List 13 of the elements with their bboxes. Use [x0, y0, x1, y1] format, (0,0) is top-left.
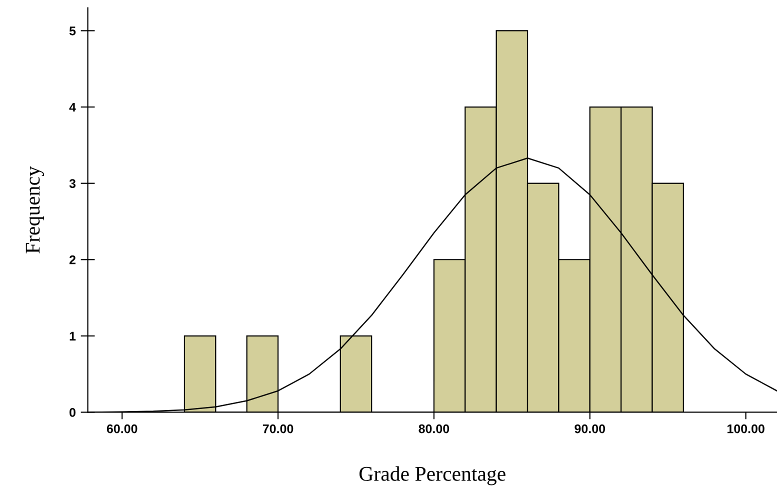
x-tick-label: 80.00 — [418, 424, 450, 434]
y-tick-label: 1 — [70, 332, 76, 340]
x-axis-title: Grade Percentage — [360, 466, 506, 486]
x-tick-label: 100.00 — [727, 424, 764, 434]
y-tick-label: 3 — [69, 179, 76, 188]
x-tick-label: 60.00 — [106, 424, 138, 434]
x-tick-label: 70.00 — [262, 424, 294, 434]
y-tick-label: 0 — [70, 408, 76, 417]
x-tick-label: 90.00 — [574, 424, 606, 434]
y-tick-label: 5 — [69, 26, 76, 36]
y-axis-title: Frequency — [26, 166, 44, 254]
y-tick-label: 4 — [69, 102, 76, 112]
y-tick-label: 2 — [69, 255, 76, 264]
